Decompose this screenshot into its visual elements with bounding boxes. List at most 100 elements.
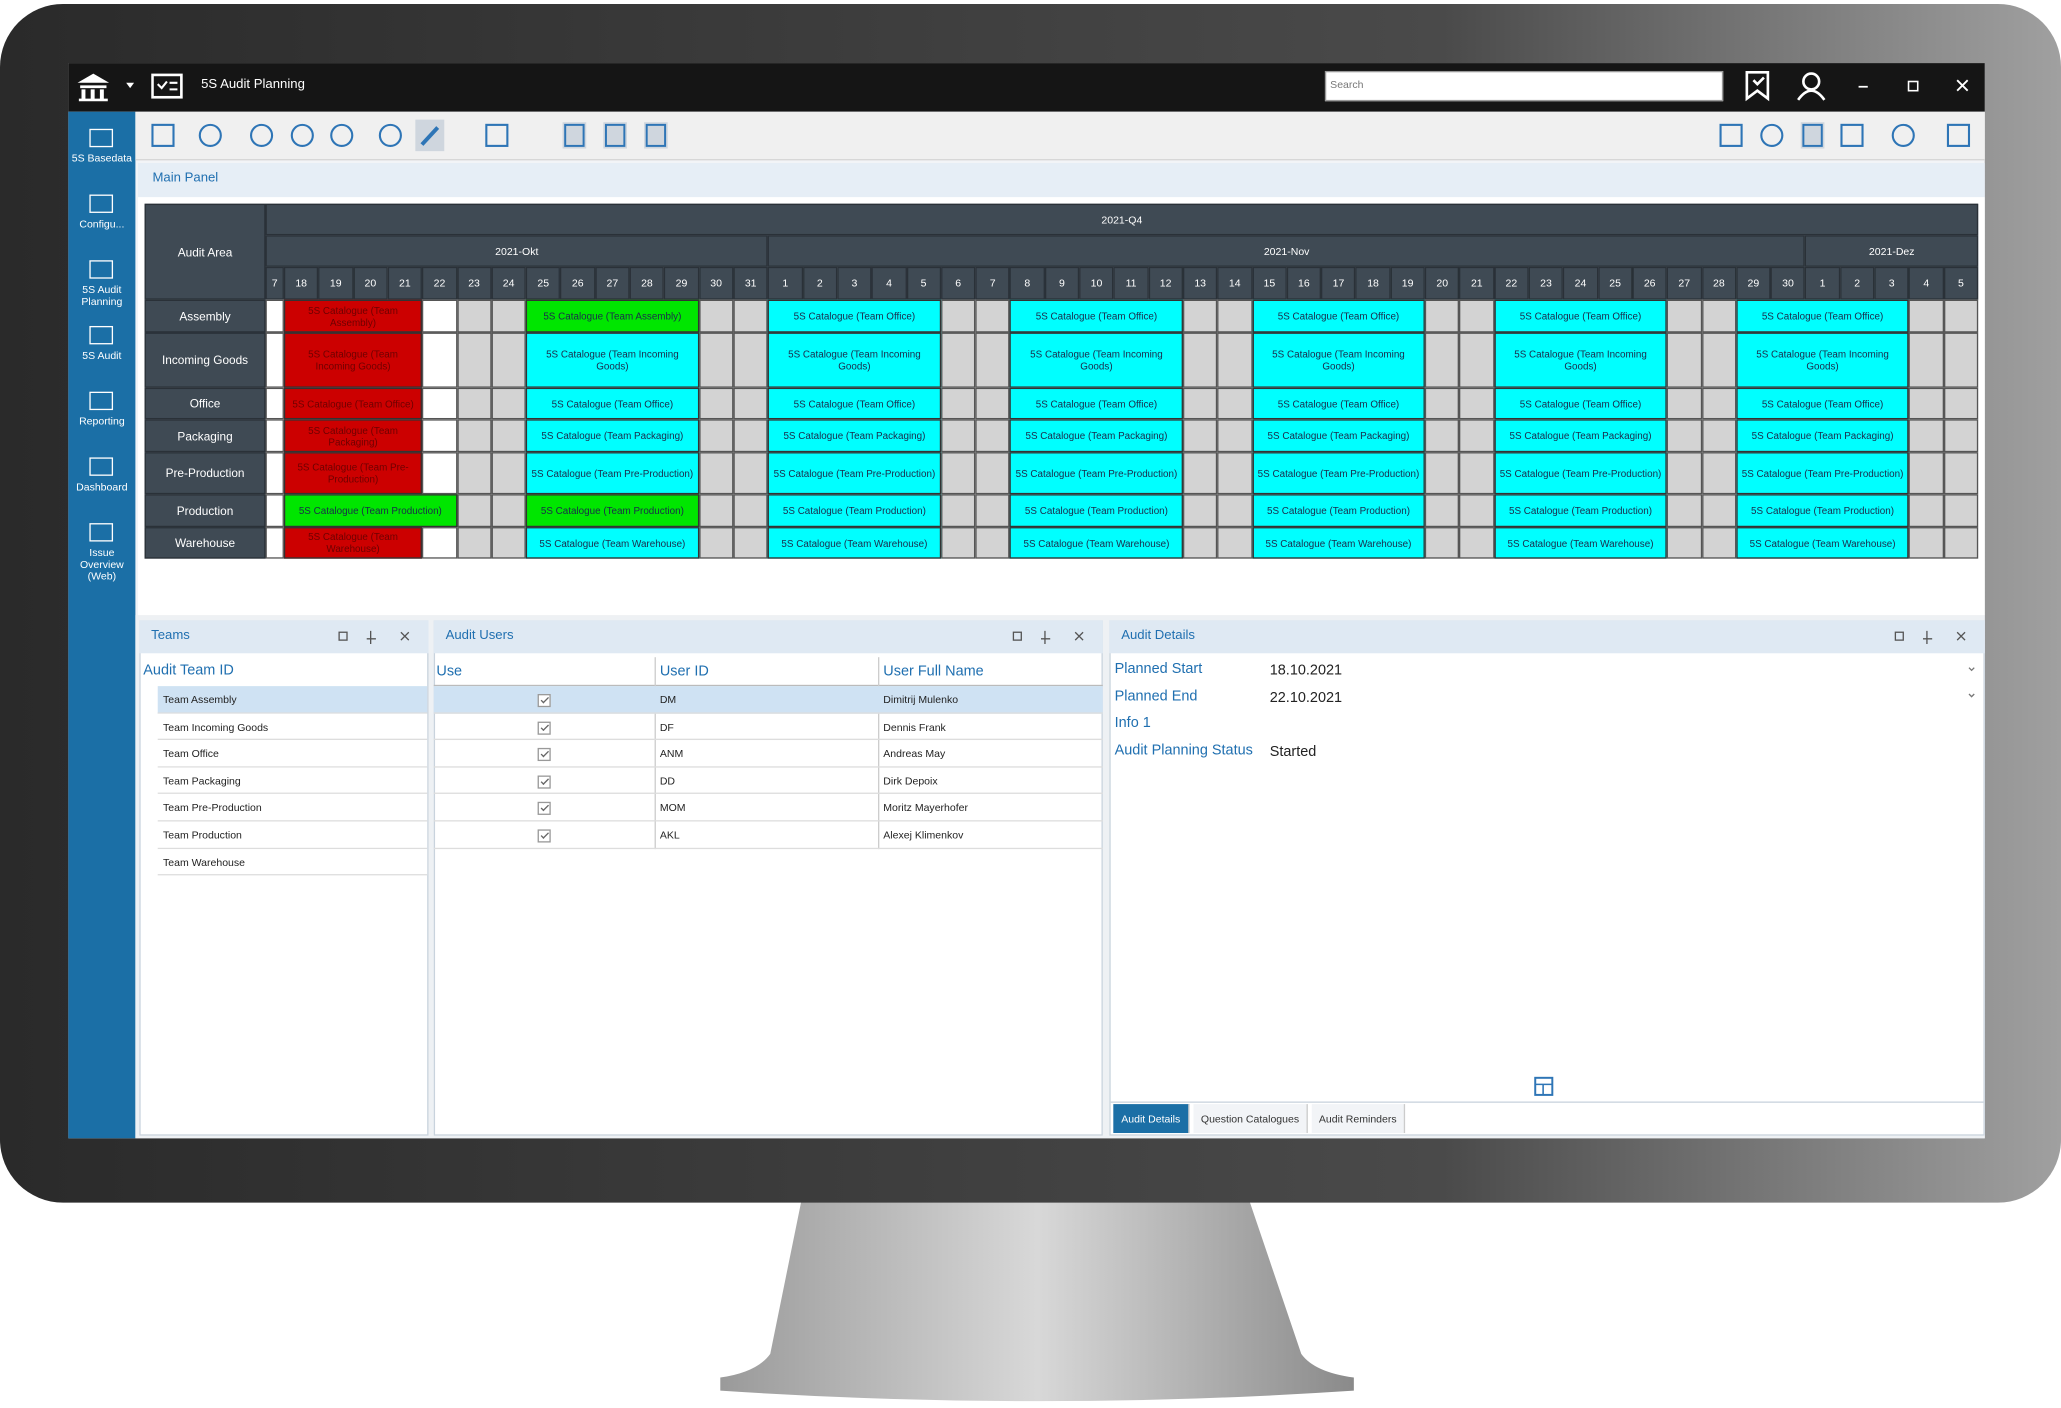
day-cell [698,419,734,453]
appointment[interactable]: 5S Catalogue (Team Office) [283,387,423,420]
day-cell [733,527,768,559]
day-cell [422,419,457,453]
appointment[interactable]: 5S Catalogue (Team Pre-Production) [525,452,699,495]
sidebar-label[interactable]: 5S Audit [82,349,122,362]
appointment[interactable]: 5S Catalogue (Team Warehouse) [1736,527,1909,559]
appointment[interactable]: 5S Catalogue (Team Warehouse) [1010,527,1183,559]
panel-title: Audit Details [1121,628,1195,643]
appointment[interactable]: 5S Catalogue (Team Warehouse) [1494,527,1667,559]
appointment[interactable]: 5S Catalogue (Team Office) [525,387,699,420]
appointment[interactable]: 5S Catalogue (Team Warehouse) [767,527,941,559]
appointment[interactable]: 5S Catalogue (Team Incoming Goods) [283,332,423,388]
appointment[interactable]: 5S Catalogue (Team Office) [1252,299,1425,333]
day-cell [733,494,768,528]
appointment[interactable]: 5S Catalogue (Team Incoming Goods) [1736,332,1909,388]
search-box[interactable] [1324,70,1724,102]
appointment[interactable]: 5S Catalogue (Team Incoming Goods) [1252,332,1425,388]
appointment[interactable]: 5S Catalogue (Team Pre-Production) [1010,452,1183,495]
field-label: Planned End [1114,688,1198,704]
grid-row[interactable] [433,713,1103,741]
row-header: Pre-Production [144,452,266,495]
panel-title: Teams [151,628,190,643]
list-row[interactable] [157,740,428,768]
appointment[interactable]: 5S Catalogue (Team Office) [767,299,941,333]
list-row[interactable] [157,686,428,714]
sidebar-label[interactable]: Configu... [79,218,125,231]
grid-row[interactable] [433,686,1103,714]
day-cell [456,527,492,559]
checkbox[interactable] [537,829,551,843]
checkbox[interactable] [537,721,551,735]
appointment[interactable]: 5S Catalogue (Team Office) [767,387,941,420]
sidebar-label[interactable]: 5S Audit Planning [81,283,123,308]
list-row[interactable] [157,794,428,822]
appointment[interactable]: 5S Catalogue (Team Packaging) [1736,419,1909,453]
day-cell [456,387,492,420]
appointment[interactable]: 5S Catalogue (Team Warehouse) [525,527,699,559]
tab[interactable]: Question Catalogues [1193,1104,1308,1134]
appointment[interactable]: 5S Catalogue (Team Assembly) [283,299,423,333]
appointment[interactable]: 5S Catalogue (Team Packaging) [283,419,423,453]
day-header: 31 [733,266,768,300]
tab[interactable]: Audit Details [1113,1104,1190,1134]
checkbox[interactable] [537,802,551,816]
sidebar-label[interactable]: 5S Basedata [71,152,132,165]
grid-row[interactable] [433,767,1103,795]
list-row[interactable] [157,821,428,849]
grid-row[interactable] [433,822,1103,849]
appointment[interactable]: 5S Catalogue (Team Incoming Goods) [525,332,699,388]
day-cell [422,527,457,559]
checkbox[interactable] [537,694,551,708]
list-row[interactable] [157,767,428,795]
appointment[interactable]: 5S Catalogue (Team Pre-Production) [1736,452,1909,495]
appointment[interactable]: 5S Catalogue (Team Packaging) [1010,419,1183,453]
appointment[interactable]: 5S Catalogue (Team Packaging) [1494,419,1667,453]
appointment[interactable]: 5S Catalogue (Team Office) [1736,387,1909,420]
user-name: Alexej Klimenkov [883,829,964,842]
checkbox[interactable] [537,775,551,789]
appointment[interactable]: 5S Catalogue (Team Production) [1010,494,1183,528]
sidebar-label[interactable]: Dashboard [76,481,128,493]
day-cell [698,527,734,559]
appointment[interactable]: 5S Catalogue (Team Assembly) [525,299,699,333]
appointment[interactable]: 5S Catalogue (Team Pre-Production) [283,452,423,495]
appointment[interactable]: 5S Catalogue (Team Incoming Goods) [1010,332,1183,388]
appointment[interactable]: 5S Catalogue (Team Production) [767,494,941,528]
appointment[interactable]: 5S Catalogue (Team Production) [1736,494,1909,528]
sidebar-label[interactable]: Reporting [79,415,125,428]
appointment[interactable]: 5S Catalogue (Team Incoming Goods) [1494,332,1667,388]
appointment[interactable]: 5S Catalogue (Team Production) [1494,494,1667,528]
list-row[interactable] [157,848,428,876]
appointment[interactable]: 5S Catalogue (Team Office) [1494,387,1667,420]
appointment[interactable]: 5S Catalogue (Team Packaging) [1252,419,1425,453]
checkbox[interactable] [537,748,551,762]
appointment[interactable]: 5S Catalogue (Team Office) [1252,387,1425,420]
appointment[interactable]: 5S Catalogue (Team Office) [1010,387,1183,420]
appointment[interactable]: 5S Catalogue (Team Pre-Production) [1252,452,1425,495]
row-header: Incoming Goods [144,332,266,388]
grid-row[interactable] [433,794,1103,822]
day-cell [491,494,526,528]
appointment[interactable]: 5S Catalogue (Team Production) [1252,494,1425,528]
appointment[interactable]: 5S Catalogue (Team Incoming Goods) [767,332,941,388]
day-cell [1182,452,1218,495]
appointment[interactable]: 5S Catalogue (Team Production) [525,494,699,528]
tab[interactable]: Audit Reminders [1311,1104,1406,1134]
appointment[interactable]: 5S Catalogue (Team Pre-Production) [767,452,941,495]
appointment[interactable]: 5S Catalogue (Team Packaging) [525,419,699,453]
sidebar-label[interactable]: Issue Overview (Web) [79,546,124,583]
list-row[interactable] [157,713,428,741]
appointment[interactable]: 5S Catalogue (Team Office) [1736,299,1909,333]
day-cell [1666,299,1702,333]
grid-row[interactable] [433,740,1103,768]
appointment[interactable]: 5S Catalogue (Team Office) [1010,299,1183,333]
appointment[interactable]: 5S Catalogue (Team Office) [1494,299,1667,333]
day-cell [456,332,492,388]
appointment[interactable]: 5S Catalogue (Team Packaging) [767,419,941,453]
appointment[interactable]: 5S Catalogue (Team Pre-Production) [1494,452,1667,495]
user-name: Dirk Depoix [883,775,938,788]
appointment[interactable]: 5S Catalogue (Team Warehouse) [283,527,423,559]
user-id: ANM [659,748,684,760]
appointment[interactable]: 5S Catalogue (Team Production) [283,494,457,528]
appointment[interactable]: 5S Catalogue (Team Warehouse) [1252,527,1425,559]
